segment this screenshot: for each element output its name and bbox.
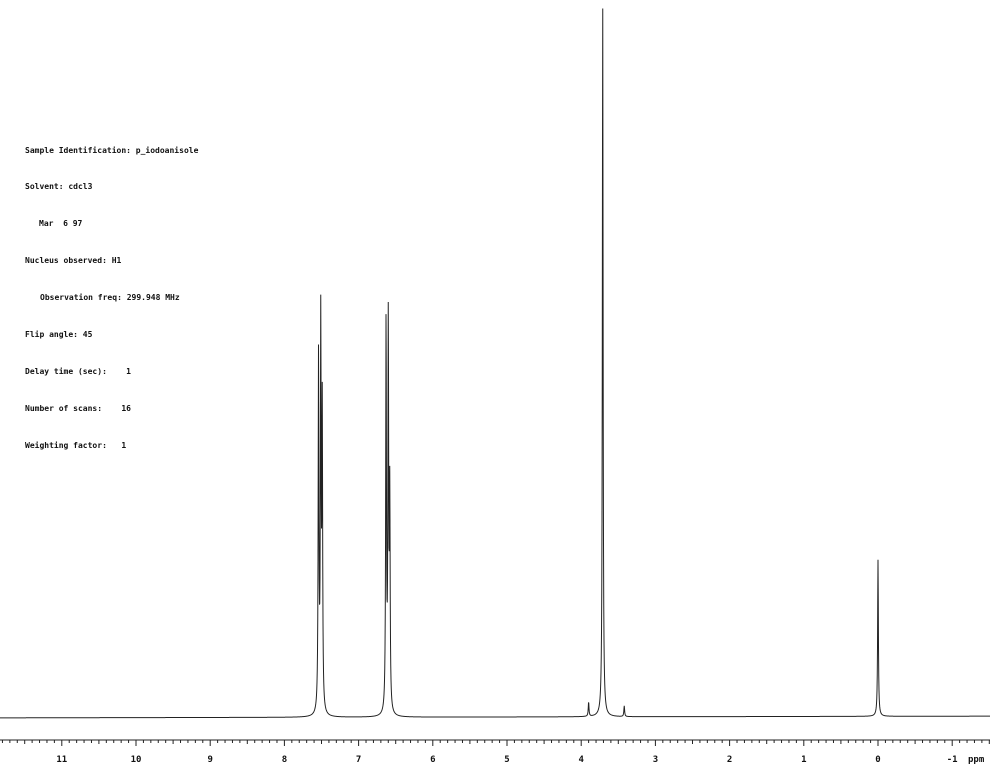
acquisition-parameters: Sample Identification: p_iodoanisole Sol… <box>25 120 198 464</box>
solvent-label: Solvent: cdcl3 <box>25 182 93 192</box>
observation-frequency: Observation freq: 299.948 MHz <box>40 293 180 303</box>
axis-unit-label: ppm <box>968 755 985 765</box>
nucleus-observed: Nucleus observed: H1 <box>25 256 122 266</box>
tick-label: 4 <box>578 755 584 765</box>
tick-label: 5 <box>504 755 509 765</box>
tick-label: 3 <box>653 755 658 765</box>
flip-angle: Flip angle: 45 <box>25 330 93 340</box>
tick-label: -1 <box>947 755 958 765</box>
tick-label: 8 <box>282 755 287 765</box>
tick-label: 10 <box>131 755 142 765</box>
tick-label: 1 <box>801 755 806 765</box>
tick-label: 2 <box>727 755 732 765</box>
ppm-axis: 11 10 9 8 7 6 5 4 3 2 1 0 -1 ppm <box>0 739 990 765</box>
tick-label: 7 <box>356 755 361 765</box>
weighting-factor: Weighting factor: 1 <box>25 440 127 450</box>
number-of-scans: Number of scans: 16 <box>25 403 131 413</box>
tick-label: 0 <box>875 755 880 765</box>
sample-identification: Sample Identification: p_iodoanisole <box>25 145 199 155</box>
acquisition-date: Mar 6 97 <box>39 219 83 229</box>
delay-time: Delay time (sec): 1 <box>25 366 131 376</box>
tick-label: 11 <box>56 755 67 765</box>
tick-label: 9 <box>207 755 212 765</box>
tick-label: 6 <box>430 755 435 765</box>
spectrum-trace <box>0 8 990 719</box>
